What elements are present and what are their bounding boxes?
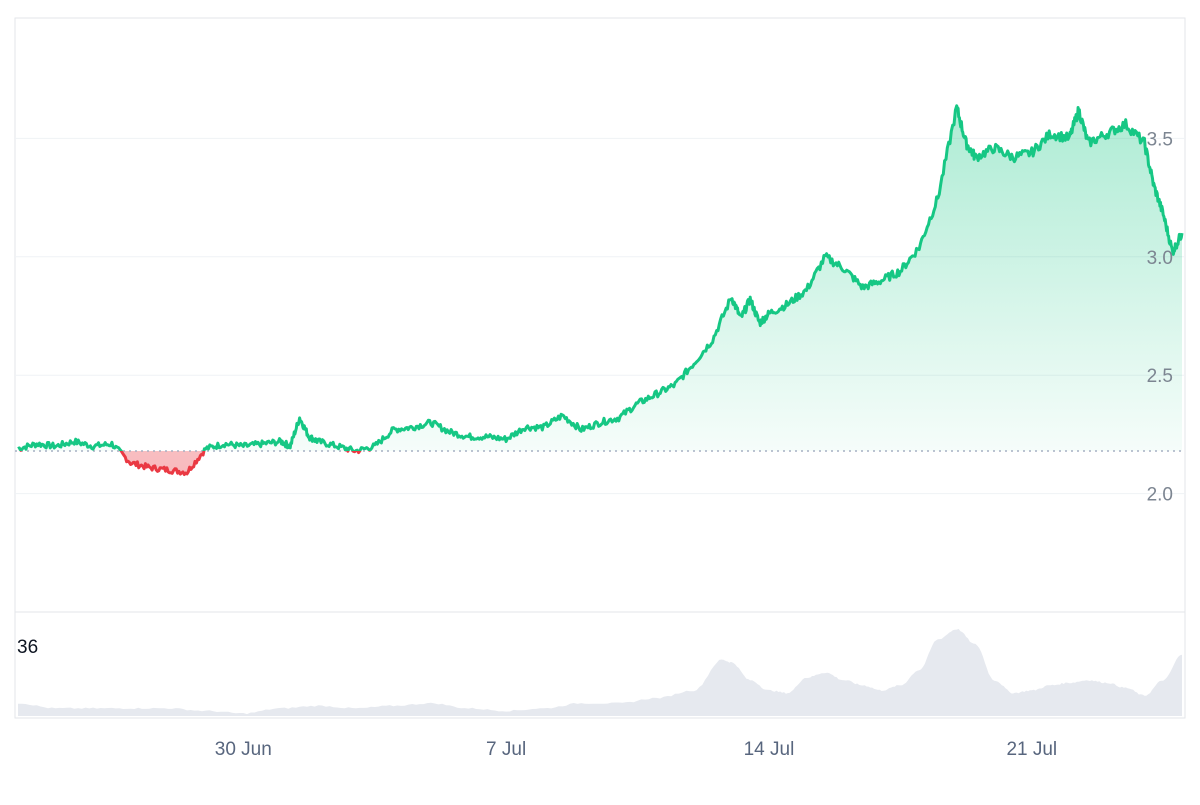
x-tick-label: 7 Jul: [486, 739, 526, 760]
price-area-down: [18, 450, 1182, 475]
y-tick-label: 3.5: [1147, 129, 1173, 150]
y-tick-label: 2.5: [1147, 366, 1173, 387]
y-axis: 2.0 2.5 3.0 3.5: [1147, 129, 1173, 505]
price-area-up: [18, 105, 1182, 451]
volume-max-label: 36: [17, 637, 38, 658]
price-line-up[interactable]: [17, 104, 1184, 475]
y-tick-label: 3.0: [1147, 248, 1173, 269]
price-line[interactable]: [17, 104, 1184, 476]
x-tick-label: 30 Jun: [215, 739, 272, 760]
y-tick-label: 2.0: [1147, 485, 1173, 506]
x-tick-label: 14 Jul: [744, 739, 795, 760]
plot-frame: [14, 17, 1186, 719]
x-tick-label: 21 Jul: [1006, 739, 1057, 760]
price-area: [18, 105, 1182, 475]
x-axis: 30 Jun 7 Jul 14 Jul 21 Jul: [215, 739, 1057, 760]
volume-area: [18, 628, 1182, 716]
volume-area-path: [18, 628, 1182, 716]
